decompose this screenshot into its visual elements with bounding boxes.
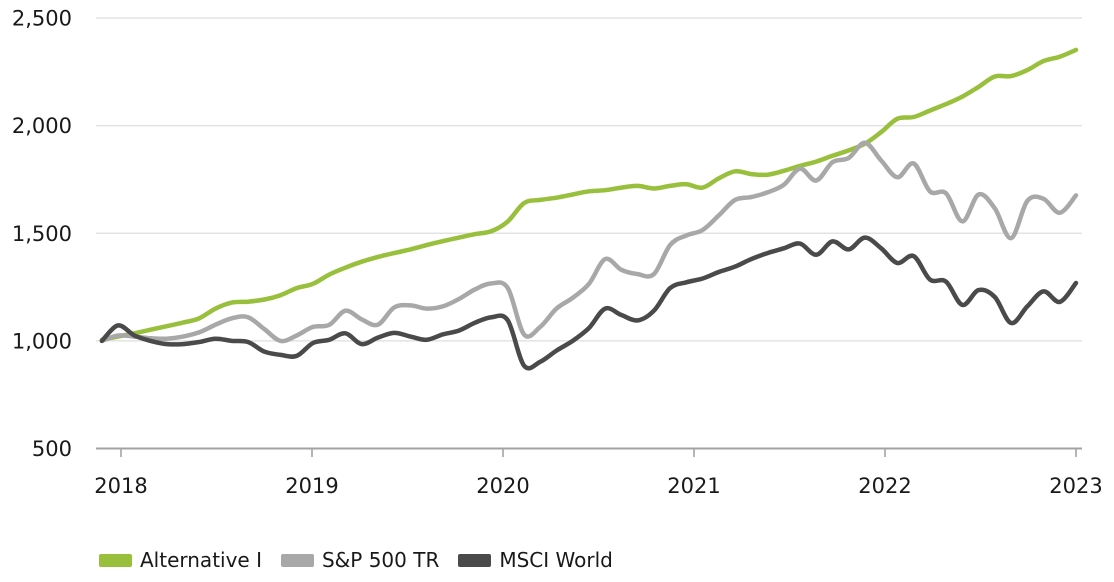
- legend-item-alternative-i: Alternative I: [99, 548, 262, 572]
- series-line-msci-world: [99, 235, 1079, 371]
- series-line-s-p-500-tr: [99, 140, 1079, 344]
- y-axis-label-2500: 2,500: [12, 7, 72, 31]
- series-line-alternative-i: [99, 47, 1079, 343]
- x-axis-label-2020: 2020: [476, 474, 529, 498]
- x-axis-label-2018: 2018: [94, 474, 147, 498]
- legend-label-msci-world: MSCI World: [499, 548, 613, 572]
- x-axis-label-2023: 2023: [1049, 474, 1102, 498]
- y-axis-label-1500: 1,500: [12, 222, 72, 246]
- legend-label-sp-500-tr: S&P 500 TR: [321, 548, 440, 572]
- x-axis-label-2019: 2019: [285, 474, 338, 498]
- legend-label-alternative-i: Alternative I: [140, 548, 262, 572]
- legend-swatch-msci-world: [458, 553, 492, 567]
- legend-item-sp-500-tr: S&P 500 TR: [280, 548, 440, 572]
- x-axis-label-2022: 2022: [858, 474, 911, 498]
- x-axis-label-2021: 2021: [667, 474, 720, 498]
- y-axis-label-2000: 2,000: [12, 114, 72, 138]
- chart-legend: Alternative I S&P 500 TR MSCI World: [99, 548, 613, 572]
- y-axis-label-500: 500: [32, 437, 72, 461]
- legend-item-msci-world: MSCI World: [458, 548, 613, 572]
- legend-swatch-alternative-i: [99, 553, 132, 567]
- y-axis-label-1000: 1,000: [12, 329, 72, 353]
- legend-swatch-sp-500-tr: [280, 553, 314, 567]
